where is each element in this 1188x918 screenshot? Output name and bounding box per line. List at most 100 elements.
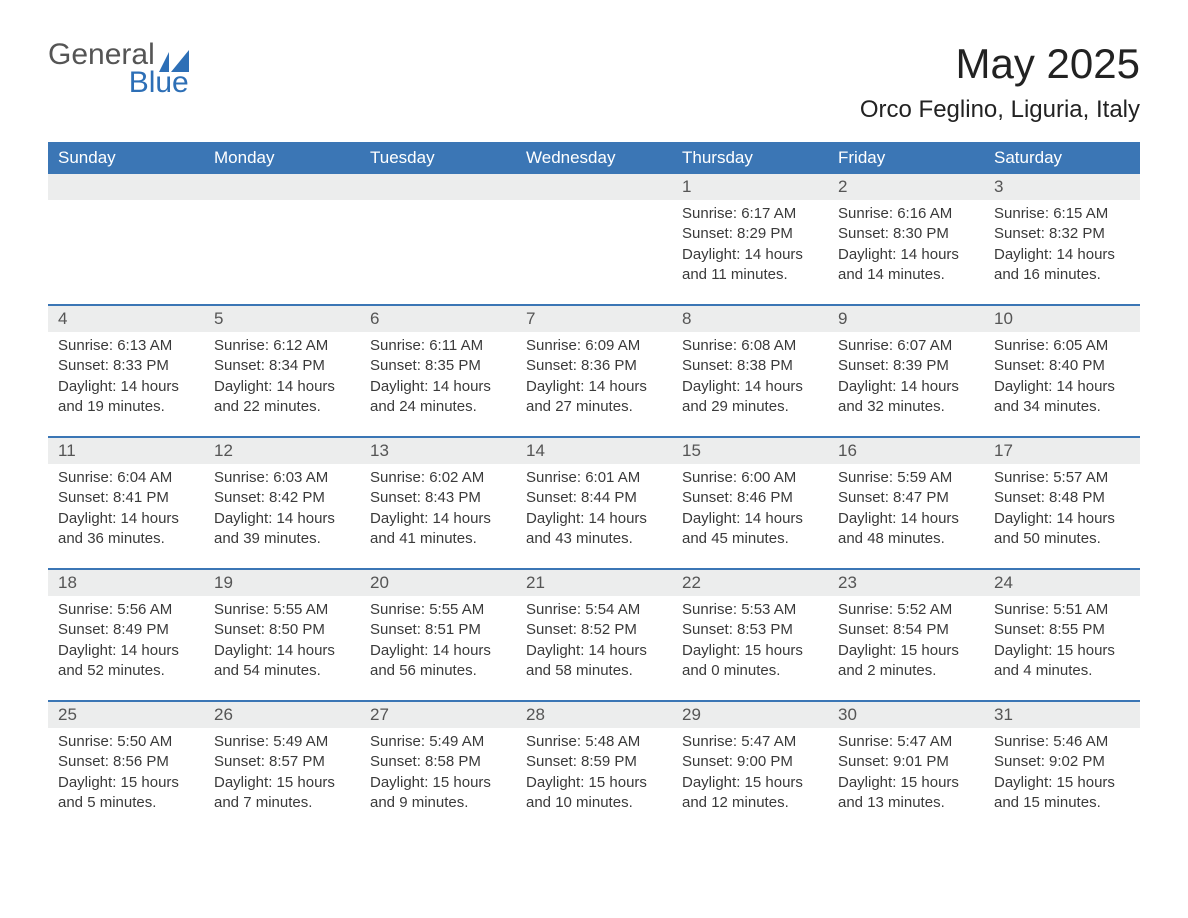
date-cell: 23	[828, 570, 984, 596]
date-cell: 22	[672, 570, 828, 596]
day-cell: Sunrise: 5:49 AMSunset: 8:58 PMDaylight:…	[360, 728, 516, 832]
sunset-line: Sunset: 8:50 PM	[214, 620, 350, 640]
date-cell: 25	[48, 702, 204, 728]
sunrise-line: Sunrise: 6:08 AM	[682, 336, 818, 356]
day-cell: Sunrise: 6:08 AMSunset: 8:38 PMDaylight:…	[672, 332, 828, 436]
daylight-line: Daylight: 14 hours and 11 minutes.	[682, 245, 818, 286]
logo-text-blue: Blue	[129, 68, 189, 98]
sunrise-line: Sunrise: 5:51 AM	[994, 600, 1130, 620]
sunset-line: Sunset: 8:33 PM	[58, 356, 194, 376]
day-cell: Sunrise: 5:57 AMSunset: 8:48 PMDaylight:…	[984, 464, 1140, 568]
date-cell: 6	[360, 306, 516, 332]
day-cell: Sunrise: 5:47 AMSunset: 9:01 PMDaylight:…	[828, 728, 984, 832]
date-cell	[516, 174, 672, 200]
date-cell: 12	[204, 438, 360, 464]
date-cell: 16	[828, 438, 984, 464]
sunset-line: Sunset: 8:43 PM	[370, 488, 506, 508]
daylight-line: Daylight: 14 hours and 34 minutes.	[994, 377, 1130, 418]
sunrise-line: Sunrise: 5:56 AM	[58, 600, 194, 620]
page-subtitle: Orco Feglino, Liguria, Italy	[860, 96, 1140, 124]
daylight-line: Daylight: 14 hours and 24 minutes.	[370, 377, 506, 418]
date-cell: 10	[984, 306, 1140, 332]
date-cell	[204, 174, 360, 200]
daylight-line: Daylight: 14 hours and 39 minutes.	[214, 509, 350, 550]
sunrise-line: Sunrise: 5:48 AM	[526, 732, 662, 752]
sunrise-line: Sunrise: 6:02 AM	[370, 468, 506, 488]
sunset-line: Sunset: 8:38 PM	[682, 356, 818, 376]
sunrise-line: Sunrise: 6:03 AM	[214, 468, 350, 488]
date-cell: 14	[516, 438, 672, 464]
sunrise-line: Sunrise: 5:57 AM	[994, 468, 1130, 488]
sunset-line: Sunset: 8:55 PM	[994, 620, 1130, 640]
date-cell: 30	[828, 702, 984, 728]
day-cell: Sunrise: 5:53 AMSunset: 8:53 PMDaylight:…	[672, 596, 828, 700]
weekday-thursday: Thursday	[672, 142, 828, 174]
sunset-line: Sunset: 8:54 PM	[838, 620, 974, 640]
sunrise-line: Sunrise: 6:13 AM	[58, 336, 194, 356]
weekday-saturday: Saturday	[984, 142, 1140, 174]
date-cell: 15	[672, 438, 828, 464]
info-row: Sunrise: 6:17 AMSunset: 8:29 PMDaylight:…	[48, 200, 1140, 304]
sunset-line: Sunset: 8:48 PM	[994, 488, 1130, 508]
sunset-line: Sunset: 9:00 PM	[682, 752, 818, 772]
day-cell: Sunrise: 6:13 AMSunset: 8:33 PMDaylight:…	[48, 332, 204, 436]
sunset-line: Sunset: 8:32 PM	[994, 224, 1130, 244]
sunrise-line: Sunrise: 6:16 AM	[838, 204, 974, 224]
sunset-line: Sunset: 8:39 PM	[838, 356, 974, 376]
info-row: Sunrise: 5:56 AMSunset: 8:49 PM Daylight:…	[48, 596, 1140, 700]
day-cell	[360, 200, 516, 304]
sunrise-line: Sunrise: 5:55 AM	[370, 600, 506, 620]
sunrise-line: Sunrise: 5:47 AM	[838, 732, 974, 752]
sunrise-line: Sunrise: 5:47 AM	[682, 732, 818, 752]
weekday-friday: Friday	[828, 142, 984, 174]
date-cell: 1	[672, 174, 828, 200]
date-cell: 9	[828, 306, 984, 332]
date-cell: 26	[204, 702, 360, 728]
day-cell: Sunrise: 6:09 AMSunset: 8:36 PMDaylight:…	[516, 332, 672, 436]
date-cell: 3	[984, 174, 1140, 200]
sunrise-line: Sunrise: 6:05 AM	[994, 336, 1130, 356]
day-cell: Sunrise: 6:11 AMSunset: 8:35 PMDaylight:…	[360, 332, 516, 436]
daylight-line: Daylight: 15 hours and 15 minutes.	[994, 773, 1130, 814]
daylight-line: Daylight: 14 hours and 22 minutes.	[214, 377, 350, 418]
info-row: Sunrise: 6:04 AMSunset: 8:41 PMDaylight:…	[48, 464, 1140, 568]
daylight-line: Daylight: 15 hours and 10 minutes.	[526, 773, 662, 814]
daylight-line: Daylight: 14 hours and 48 minutes.	[838, 509, 974, 550]
sunset-line: Sunset: 8:41 PM	[58, 488, 194, 508]
calendar-page: General Blue May 2025 Orco Feglino, Ligu…	[0, 0, 1188, 862]
day-cell: Sunrise: 6:00 AMSunset: 8:46 PMDaylight:…	[672, 464, 828, 568]
sunset-line: Sunset: 8:46 PM	[682, 488, 818, 508]
day-cell: Sunrise: 5:59 AMSunset: 8:47 PMDaylight:…	[828, 464, 984, 568]
sunrise-line: Sunrise: 6:15 AM	[994, 204, 1130, 224]
day-cell: Sunrise: 5:47 AMSunset: 9:00 PMDaylight:…	[672, 728, 828, 832]
sunset-line: Sunset: 8:49 PM	[58, 620, 194, 640]
sunset-line: Sunset: 8:47 PM	[838, 488, 974, 508]
sunrise-line: Sunrise: 5:53 AM	[682, 600, 818, 620]
daylight-line: Daylight: 14 hours and 36 minutes.	[58, 509, 194, 550]
day-cell: Sunrise: 5:54 AMSunset: 8:52 PMDaylight:…	[516, 596, 672, 700]
daylight-line: Daylight: 14 hours and 43 minutes.	[526, 509, 662, 550]
date-cell: 27	[360, 702, 516, 728]
calendar-grid: SundayMondayTuesdayWednesdayThursdayFrid…	[48, 142, 1140, 832]
weekday-monday: Monday	[204, 142, 360, 174]
daylight-line: Daylight: 15 hours and 5 minutes.	[58, 773, 194, 814]
day-cell: Sunrise: 6:03 AMSunset: 8:42 PMDaylight:…	[204, 464, 360, 568]
sunset-line: Sunset: 8:44 PM	[526, 488, 662, 508]
date-row: 11121314151617	[48, 436, 1140, 464]
date-row: 123	[48, 174, 1140, 200]
day-cell: Sunrise: 6:12 AMSunset: 8:34 PMDaylight:…	[204, 332, 360, 436]
day-cell: Sunrise: 6:05 AMSunset: 8:40 PMDaylight:…	[984, 332, 1140, 436]
sunset-line: Sunset: 8:36 PM	[526, 356, 662, 376]
day-cell: Sunrise: 6:02 AMSunset: 8:43 PMDaylight:…	[360, 464, 516, 568]
day-cell: Sunrise: 5:55 AMSunset: 8:50 PMDaylight:…	[204, 596, 360, 700]
date-row: 25262728293031	[48, 700, 1140, 728]
sunrise-line: Sunrise: 5:50 AM	[58, 732, 194, 752]
sunset-line: Sunset: 8:57 PM	[214, 752, 350, 772]
sunrise-line: Sunrise: 6:09 AM	[526, 336, 662, 356]
day-cell	[48, 200, 204, 304]
date-row: 18192021222324	[48, 568, 1140, 596]
sunrise-line: Sunrise: 5:54 AM	[526, 600, 662, 620]
sunrise-line: Sunrise: 6:00 AM	[682, 468, 818, 488]
daylight-line: Daylight: 14 hours and 54 minutes.	[214, 641, 350, 682]
day-cell: Sunrise: 6:15 AMSunset: 8:32 PMDaylight:…	[984, 200, 1140, 304]
